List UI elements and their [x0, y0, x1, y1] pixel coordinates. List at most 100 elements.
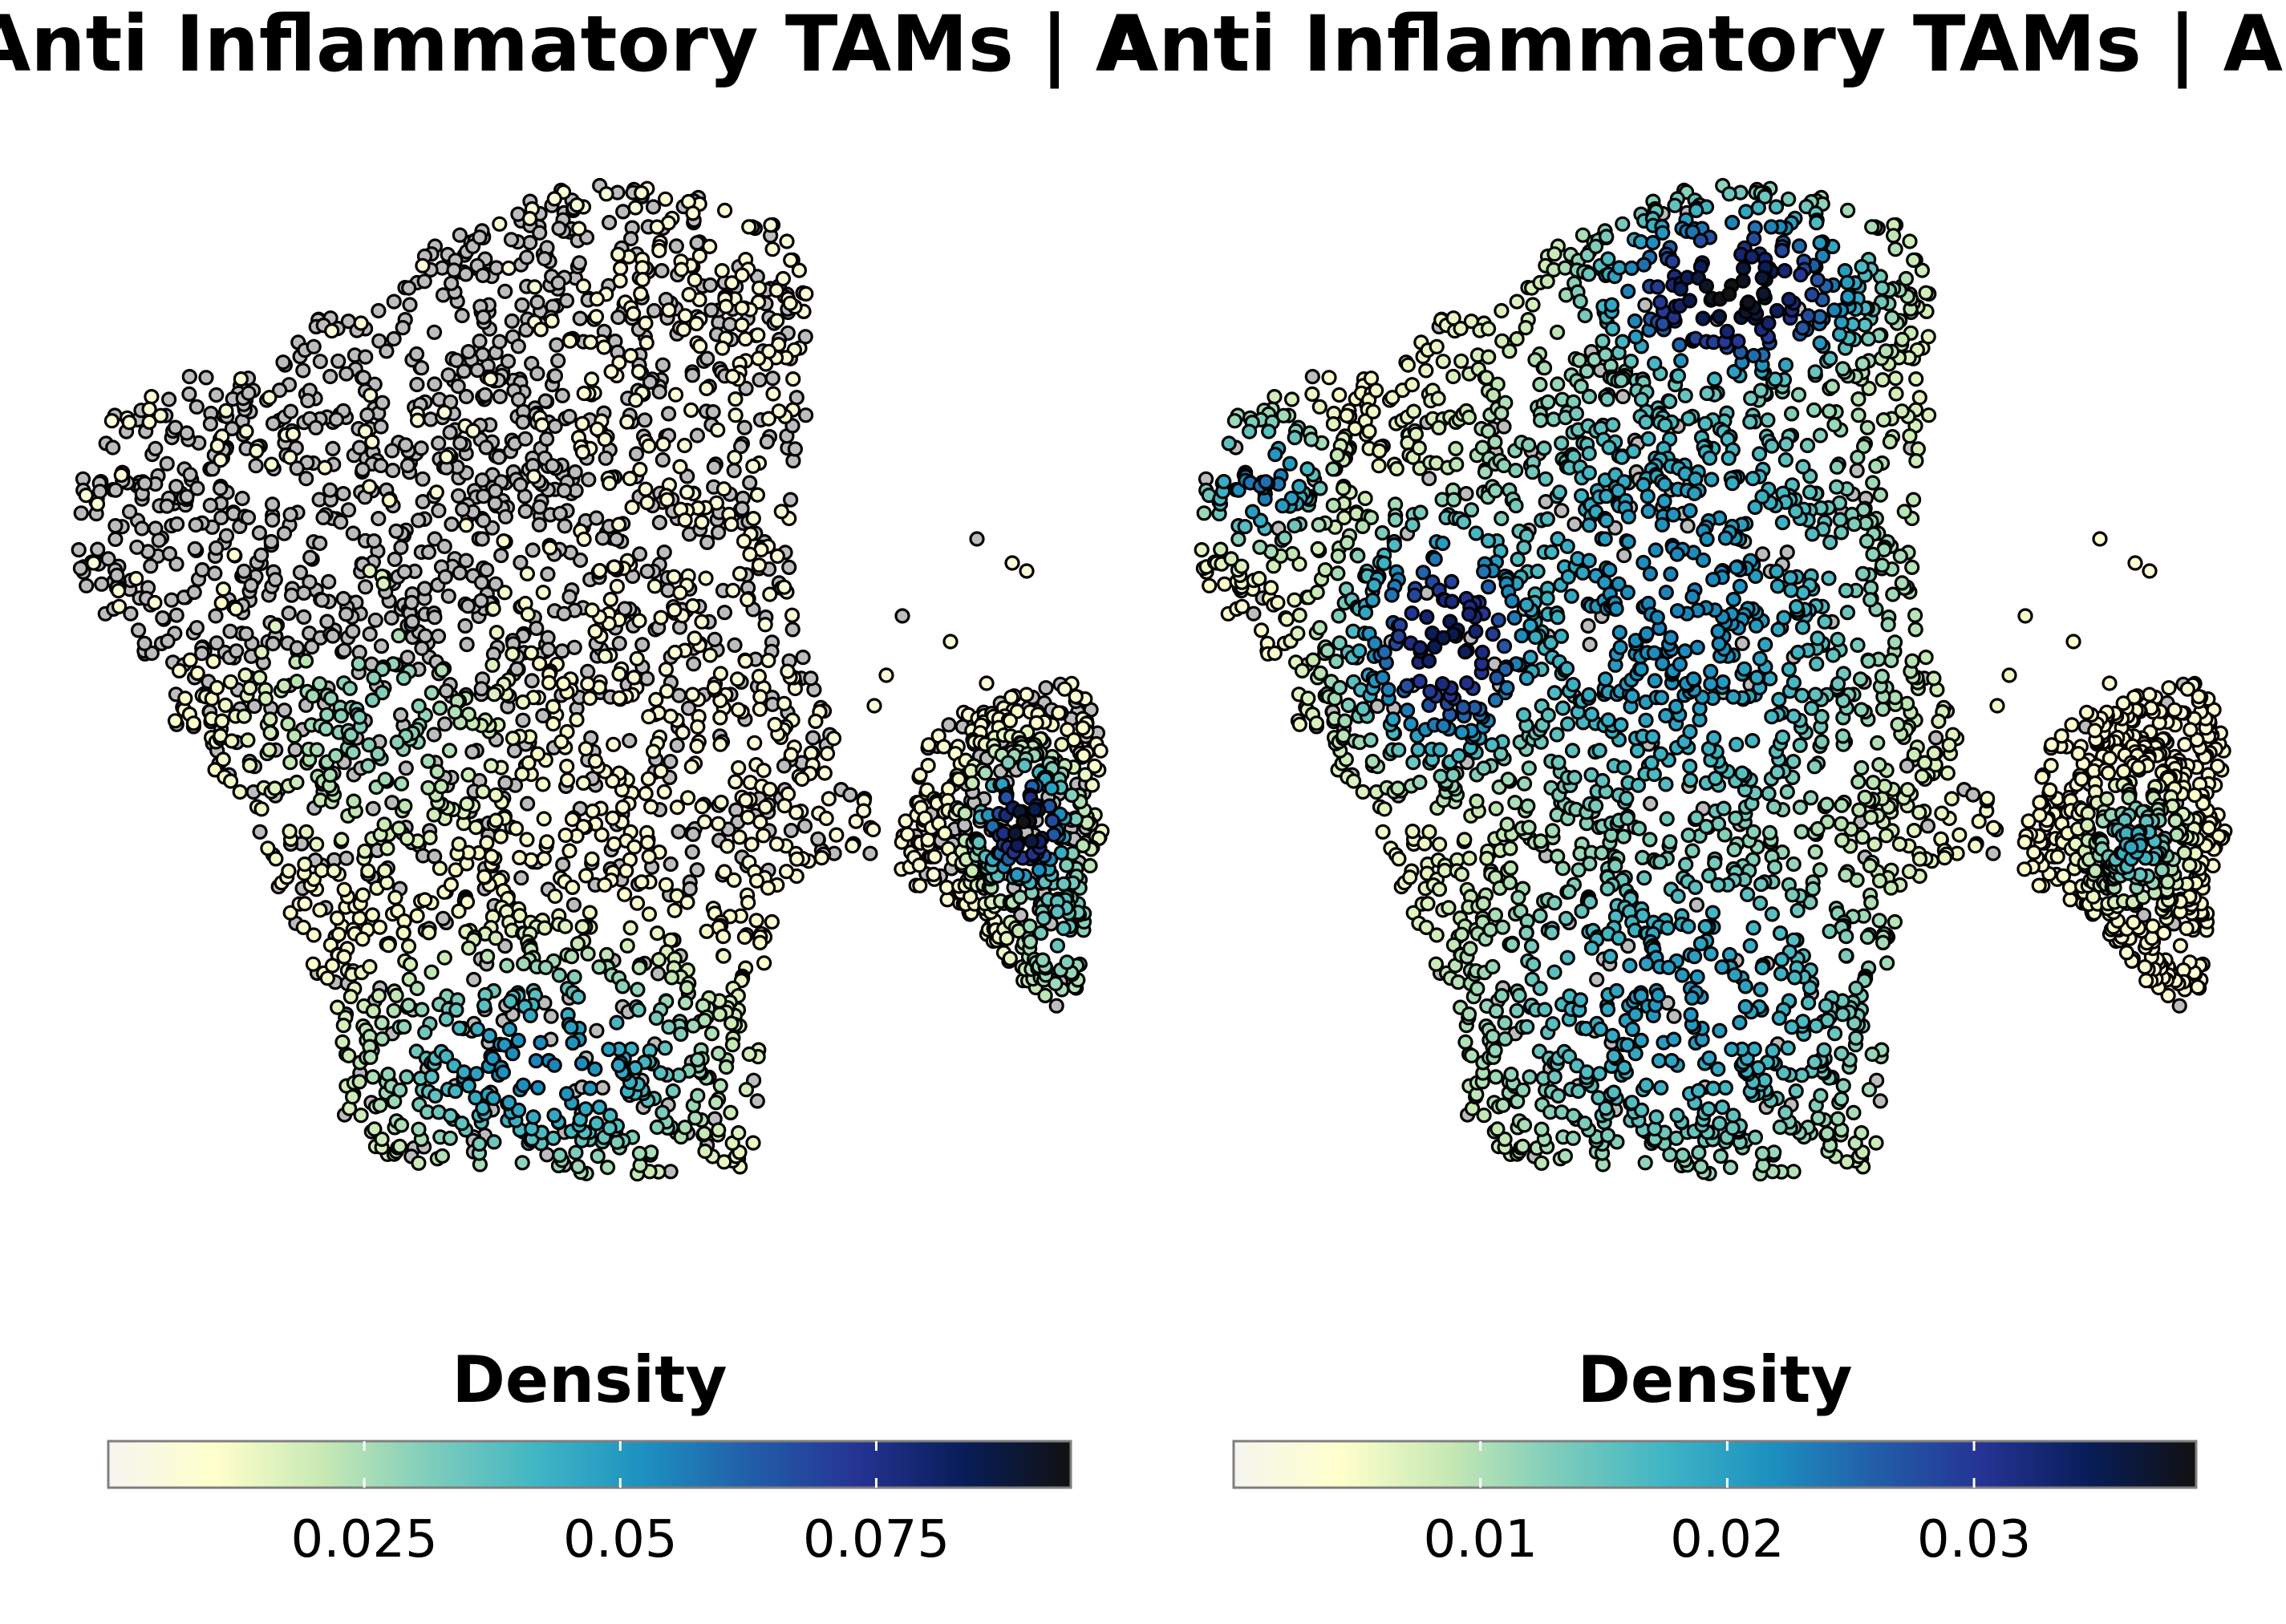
scatter-point: [306, 927, 322, 943]
scatter-point: [185, 715, 201, 731]
scatter-point: [448, 352, 464, 368]
scatter-point: [554, 643, 570, 659]
scatter-point: [534, 417, 550, 433]
scatter-point: [261, 742, 278, 758]
scatter-point: [657, 191, 674, 207]
scatter-point: [1431, 881, 1448, 897]
scatter-point: [1217, 576, 1233, 592]
scatter-point: [359, 407, 375, 423]
scatter-point: [866, 698, 882, 714]
scatter-point: [1038, 680, 1054, 696]
scatter-point: [723, 516, 740, 533]
scatter-point: [1059, 954, 1075, 970]
scatter-point: [497, 775, 513, 791]
scatter-point: [215, 581, 232, 597]
scatter-point: [312, 354, 328, 370]
scatter-point: [409, 980, 425, 997]
scatter-point: [1481, 349, 1497, 365]
scatter-point: [438, 682, 455, 699]
scatter-point: [651, 384, 667, 400]
scatter-point: [342, 989, 359, 1005]
scatter-point: [1355, 518, 1371, 535]
scatter-point: [2017, 608, 2033, 624]
scatter-point: [1599, 229, 1615, 245]
scatter-point: [545, 458, 561, 474]
scatter-point: [1009, 867, 1025, 883]
scatter-point: [395, 670, 411, 686]
scatter-point: [361, 737, 377, 753]
scatter-point: [842, 787, 858, 803]
scatter-point: [373, 638, 390, 654]
scatter-point: [525, 1109, 541, 1125]
scatter-point: [941, 717, 957, 733]
scatter-point: [182, 467, 198, 483]
scatter-point: [584, 602, 600, 618]
scatter-point: [1906, 492, 1922, 508]
scatter-point: [1885, 586, 1901, 602]
scatter-point: [473, 681, 489, 697]
scatter-point: [1680, 827, 1696, 844]
scatter-point: [557, 918, 574, 934]
panel-right: Anti Inflammatory TAMs | A Density 0.01 0…: [1099, 0, 2283, 1569]
scatter-point: [1887, 241, 1903, 257]
scatter-point: [794, 771, 810, 788]
scatter-point: [161, 545, 177, 562]
scatter-point: [2172, 938, 2188, 954]
scatter-point: [750, 350, 767, 367]
scatter-point: [1879, 955, 1895, 971]
scatter-point: [179, 488, 195, 504]
scatter-point: [1418, 362, 1434, 379]
scatter-point: [1550, 755, 1567, 771]
scatter-point: [314, 862, 330, 879]
scatter-point: [537, 959, 554, 975]
scatter-point: [202, 415, 218, 432]
scatter-point: [355, 931, 371, 947]
scatter-point: [455, 501, 471, 517]
scatter-point: [1376, 801, 1392, 817]
scatter-point: [1476, 1108, 1492, 1124]
scatter-point: [1508, 462, 1524, 479]
scatter-point: [1854, 759, 1870, 776]
scatter-point: [582, 690, 598, 707]
scatter-point: [1561, 884, 1577, 900]
scatter-point: [2179, 681, 2195, 697]
scatter-point: [606, 836, 622, 852]
scatter-point: [492, 828, 509, 844]
scatter-point: [144, 645, 160, 662]
scatter-point: [784, 622, 801, 638]
scatter-point: [673, 261, 690, 277]
scatter-point: [788, 390, 805, 406]
scatter-point: [451, 903, 467, 919]
scatter-point: [1587, 798, 1604, 814]
scatter-point: [441, 743, 458, 759]
scatter-point: [1822, 923, 1838, 939]
scatter-point: [1550, 1087, 1567, 1104]
scatter-point: [411, 512, 427, 529]
scatter-point: [571, 221, 587, 237]
scatter-point: [164, 592, 180, 608]
scatter-point: [1675, 1147, 1691, 1164]
scatter-point: [597, 877, 613, 893]
scatter-point: [1926, 670, 1942, 686]
scatter-point: [1875, 934, 1891, 951]
scatter-point: [1450, 974, 1466, 990]
scatter-point: [1684, 843, 1700, 859]
scatter-point: [1597, 346, 1614, 362]
scatter-point: [253, 644, 270, 660]
scatter-point: [552, 505, 568, 521]
scatter-point: [1502, 874, 1518, 891]
scatter-point: [666, 569, 682, 585]
scatter-point: [685, 597, 701, 614]
scatter-point: [400, 938, 417, 954]
scatter-point: [1300, 691, 1316, 707]
scatter-point: [609, 578, 626, 594]
scatter-point: [440, 367, 456, 383]
scatter-point: [554, 387, 570, 403]
scatter-point: [1779, 544, 1795, 561]
scatter-point: [673, 1026, 689, 1043]
scatter-point: [660, 582, 676, 598]
scatter-point: [1688, 897, 1704, 913]
scatter-point: [601, 214, 618, 231]
scatter-point: [762, 781, 778, 797]
scatter-point: [1509, 1002, 1525, 1019]
